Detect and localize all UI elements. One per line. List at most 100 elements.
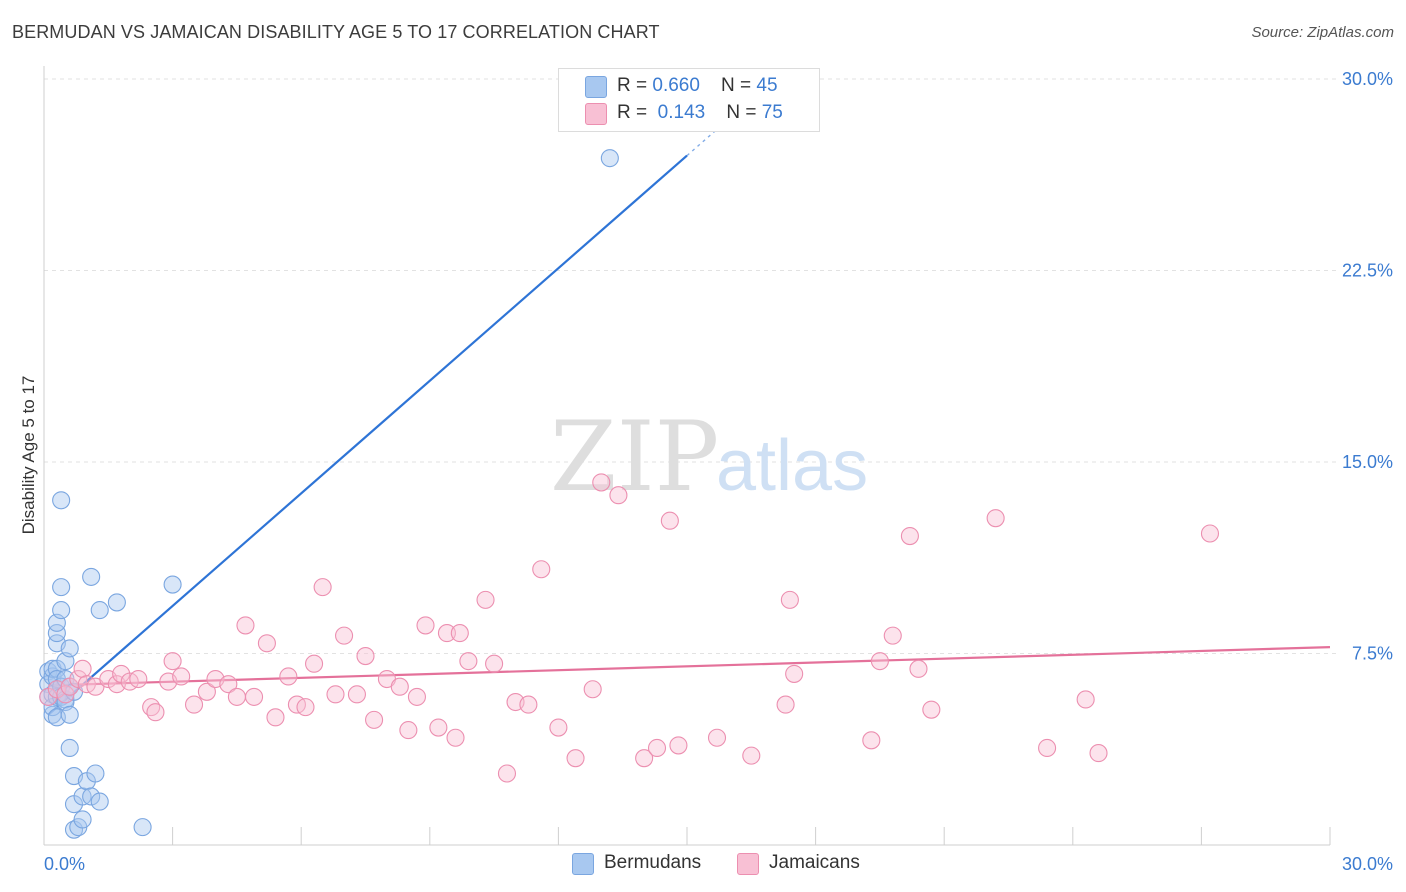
point-jamaicans-4 xyxy=(69,669,88,689)
legend-n-value-bermudans: 45 xyxy=(756,75,778,96)
point-jamaicans-29 xyxy=(296,698,315,717)
x-tick-label-min: 0.0% xyxy=(44,854,85,874)
watermark-zip: ZIP xyxy=(550,401,719,513)
point-jamaicans-68 xyxy=(870,652,889,671)
jamaicans-swatch xyxy=(737,853,759,875)
point-jamaicans-33 xyxy=(335,626,354,645)
series-jamaicans xyxy=(39,473,1220,783)
point-bermudans-45 xyxy=(600,149,619,168)
point-jamaicans-21 xyxy=(219,675,238,694)
point-bermudans-37 xyxy=(82,787,101,806)
legend-swatch-jamaicans xyxy=(585,103,607,125)
point-jamaicans-5 xyxy=(73,659,92,678)
watermark-atlas: atlas xyxy=(716,426,868,506)
y-tick-label-1: 15.0% xyxy=(1342,452,1393,472)
point-jamaicans-69 xyxy=(883,626,902,645)
point-jamaicans-12 xyxy=(129,669,148,689)
point-jamaicans-38 xyxy=(390,677,409,696)
point-bermudans-17 xyxy=(52,578,71,597)
point-jamaicans-27 xyxy=(279,667,298,686)
point-jamaicans-64 xyxy=(776,695,795,714)
legend-n-label: N = xyxy=(721,75,757,96)
point-jamaicans-58 xyxy=(635,749,654,768)
point-bermudans-44 xyxy=(163,575,182,594)
point-jamaicans-55 xyxy=(583,680,602,699)
legend-n-value-jamaicans: 75 xyxy=(761,102,783,123)
jamaicans-label: Jamaicans xyxy=(769,852,860,873)
point-bermudans-43 xyxy=(133,818,152,837)
point-jamaicans-40 xyxy=(407,687,426,706)
point-jamaicans-32 xyxy=(326,685,345,704)
series-bermudans xyxy=(39,149,619,839)
point-bermudans-18 xyxy=(52,491,71,510)
point-jamaicans-35 xyxy=(356,647,375,666)
point-jamaicans-65 xyxy=(780,590,799,609)
legend-r-value-jamaicans: 0.143 xyxy=(657,102,706,123)
trend-line-jamaicans xyxy=(48,646,1331,687)
point-jamaicans-67 xyxy=(862,731,881,750)
point-jamaicans-70 xyxy=(900,526,919,546)
point-bermudans-34 xyxy=(73,810,92,829)
point-jamaicans-14 xyxy=(146,703,165,722)
point-jamaicans-51 xyxy=(519,695,538,714)
gridlines xyxy=(44,78,1336,654)
chart-source: Source: ZipAtlas.com xyxy=(1251,24,1394,41)
watermark: ZIP atlas xyxy=(550,401,868,513)
y-axis-label: Disability Age 5 to 17 xyxy=(19,376,38,535)
point-jamaicans-36 xyxy=(365,710,384,729)
point-jamaicans-72 xyxy=(922,700,941,719)
correlation-legend: R = 0.660 N = 45 R = 0.143 N = 75 xyxy=(558,68,820,132)
point-jamaicans-47 xyxy=(476,590,495,609)
legend-r-value-bermudans: 0.660 xyxy=(652,75,700,96)
legend-swatch-bermudans xyxy=(585,76,607,98)
point-jamaicans-73 xyxy=(986,509,1005,528)
y-tick-label-0: 7.5% xyxy=(1352,644,1393,664)
point-jamaicans-44 xyxy=(446,728,465,747)
bermudans-swatch xyxy=(572,853,594,875)
point-bermudans-39 xyxy=(86,764,105,783)
point-jamaicans-48 xyxy=(485,654,504,673)
point-bermudans-16 xyxy=(52,601,71,620)
point-jamaicans-39 xyxy=(399,721,418,740)
point-jamaicans-18 xyxy=(184,695,204,714)
legend-n-label: N = xyxy=(726,102,762,123)
point-jamaicans-31 xyxy=(313,578,332,597)
point-jamaicans-59 xyxy=(647,738,667,758)
point-jamaicans-16 xyxy=(163,652,182,671)
bermudans-label: Bermudans xyxy=(604,852,702,873)
point-jamaicans-66 xyxy=(785,664,804,683)
y-tick-label-3: 30.0% xyxy=(1342,69,1393,89)
point-bermudans-25 xyxy=(60,705,79,724)
point-jamaicans-54 xyxy=(566,749,585,768)
point-bermudans-26 xyxy=(60,738,79,758)
chart-title: BERMUDAN VS JAMAICAN DISABILITY AGE 5 TO… xyxy=(12,22,660,42)
point-jamaicans-45 xyxy=(450,624,469,643)
legend-r-label: R = xyxy=(617,102,653,123)
point-jamaicans-71 xyxy=(909,659,928,678)
point-jamaicans-41 xyxy=(416,616,435,635)
point-bermudans-38 xyxy=(82,567,101,586)
point-bermudans-28 xyxy=(60,639,79,658)
point-bermudans-42 xyxy=(107,593,126,612)
point-jamaicans-62 xyxy=(707,728,727,747)
point-jamaicans-63 xyxy=(742,746,761,765)
point-bermudans-40 xyxy=(90,792,109,811)
tick-labels: 7.5% 15.0% 22.5% 30.0% 0.0% 30.0% xyxy=(44,69,1393,874)
point-jamaicans-75 xyxy=(1076,690,1095,709)
point-jamaicans-53 xyxy=(549,718,568,737)
point-jamaicans-22 xyxy=(227,687,246,706)
point-jamaicans-60 xyxy=(660,511,679,530)
point-bermudans-11 xyxy=(47,624,66,643)
point-jamaicans-17 xyxy=(172,667,191,686)
point-jamaicans-56 xyxy=(592,473,611,492)
point-jamaicans-43 xyxy=(437,624,456,643)
data-points xyxy=(39,149,1220,839)
y-tick-label-2: 22.5% xyxy=(1342,261,1393,281)
point-jamaicans-34 xyxy=(347,685,366,704)
point-jamaicans-19 xyxy=(197,682,216,701)
point-jamaicans-57 xyxy=(609,486,628,505)
point-jamaicans-23 xyxy=(236,616,255,635)
point-jamaicans-77 xyxy=(1200,524,1220,543)
point-jamaicans-61 xyxy=(669,736,688,755)
